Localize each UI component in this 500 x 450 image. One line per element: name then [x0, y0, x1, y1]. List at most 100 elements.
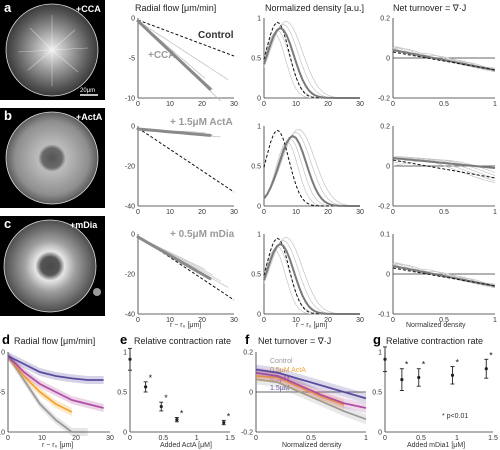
g-xtick-1: 0.5 [416, 435, 426, 442]
density-a-xtick-1: 10 [292, 101, 300, 108]
density-a-xtick-3: 30 [356, 101, 364, 108]
d-title: Radial flow [μm/min] [14, 336, 95, 346]
d-band-3 [8, 352, 104, 384]
density-a-xtick-2: 20 [324, 101, 332, 108]
turnover-a-control-line [392, 51, 496, 71]
radial-b-xtick-2: 20 [198, 209, 206, 216]
density-a-trace-1 [263, 30, 360, 99]
g-point-1 [400, 378, 404, 382]
turnover-b-xtick-2: 1 [493, 209, 497, 216]
radial-c-ytick-0: 0 [131, 232, 135, 239]
f-series-2 [255, 371, 367, 409]
density-c-ytick-1: 0.5 [251, 272, 261, 279]
col-title-radial: Radial flow [μm/min] [135, 3, 216, 13]
density-a-control-line [263, 21, 360, 99]
d-xlabel: r − r₀ [μm] [42, 442, 73, 449]
turnover-a-ytick-2: -0.2 [378, 96, 390, 103]
d-xtick-0: 0 [6, 435, 10, 442]
d-xtick-1: 10 [38, 435, 46, 442]
f-series-0 [255, 378, 367, 421]
f-legend-control: Control [270, 358, 293, 365]
e-ytick-2: 0 [123, 430, 127, 437]
density-c-trace-0 [263, 249, 360, 315]
f-xlabel: Normalized density [282, 442, 342, 449]
f-title: Net turnover = ∇·J [258, 336, 331, 346]
density-a-trace-0 [263, 33, 360, 99]
g-star-4: * [489, 350, 493, 360]
d-series-3 [7, 355, 104, 381]
radial-b-ytick-0: 0 [131, 124, 135, 131]
turnover-c-xtick-2: 1 [493, 317, 497, 324]
density-c-xtick-2: 20 [324, 317, 332, 324]
col-title-turnover: Net turnover = ∇·J [393, 3, 466, 13]
g-ytick-1: 0.5 [372, 390, 382, 397]
f-series-3 [255, 368, 367, 400]
g-point-3 [450, 373, 455, 377]
turnover-c-ytick-0: 0.1 [380, 232, 390, 239]
axis-label-density-c: r − r₀ [μm] [296, 322, 327, 329]
density-c-trace-1 [263, 246, 360, 315]
e-star-2: * [164, 393, 168, 403]
f-ytick-0: 0.2 [243, 350, 253, 357]
f-ytick-1: 0 [249, 390, 253, 397]
turnover-b-trace-4 [392, 156, 496, 184]
density-b-ytick-0: 1 [257, 124, 261, 131]
density-b-ytick-1: 0.5 [251, 164, 261, 171]
radial-a-xtick-1: 10 [166, 101, 174, 108]
d-xtick-2: 20 [72, 435, 80, 442]
panel-letter-a: a [4, 0, 12, 15]
f-band-0 [256, 374, 366, 425]
e-point-3 [175, 418, 179, 422]
f-series-1 [255, 375, 345, 406]
scale-bar-label: 20μm [80, 88, 95, 94]
e-star-1: * [149, 373, 153, 383]
density-c-ytick-0: 1 [257, 232, 261, 239]
radial-a-xtick-2: 20 [198, 101, 206, 108]
g-point-4 [484, 367, 488, 371]
radial-c-xtick-2: 20 [198, 317, 206, 324]
radial-b-xtick-3: 30 [230, 209, 238, 216]
radial-a-ytick-2: -10 [125, 96, 135, 103]
turnover-b-ytick-1: 0 [386, 164, 390, 171]
density-b-mean-line [263, 134, 360, 207]
e-ytick-0: 1 [123, 350, 127, 357]
axis-label-radial-c: r − r₀ [μm] [170, 322, 201, 329]
f-xtick-0: 0 [254, 435, 258, 442]
turnover-b-mean-line [392, 157, 496, 169]
micrograph-tag-b: +ActA [76, 112, 103, 122]
density-a-mean-line [263, 26, 360, 99]
radial-a-control-line [137, 19, 235, 57]
radial-a-ytick-0: 0 [131, 16, 135, 23]
panel-letter-d: d [2, 332, 10, 347]
g-point-2 [417, 375, 421, 380]
turnover-c-control-line [392, 267, 496, 287]
annotation-mdia: + 0.5μM mDia [170, 229, 235, 240]
turnover-a-ytick-0: 0.2 [380, 16, 390, 23]
micrograph-b [0, 108, 105, 208]
radial-a-xtick-0: 0 [136, 101, 140, 108]
density-c-xtick-1: 10 [292, 317, 300, 324]
turnover-c-ytick-2: -0.1 [378, 312, 390, 319]
g-xtick-2: 1 [455, 435, 459, 442]
radial-c-mean-line [136, 235, 212, 281]
micrograph-tag-c: +mDia [70, 220, 98, 230]
density-b-ytick-2: 0 [257, 204, 261, 211]
turnover-b-xtick-1: 0.5 [439, 209, 449, 216]
density-c-ytick-2: 0 [257, 312, 261, 319]
g-point-0 [383, 357, 387, 361]
density-c-mean-line [263, 242, 360, 315]
e-ytick-1: 0.5 [117, 390, 127, 397]
turnover-b-xtick-0: 0 [391, 209, 395, 216]
turnover-b-control-line [392, 159, 496, 179]
g-star-3: * [456, 358, 460, 368]
panel-letter-e: e [120, 332, 127, 347]
radial-c-xtick-0: 0 [136, 317, 140, 324]
radial-b-ytick-1: -20 [125, 164, 135, 171]
annotation-cca: +CCA [148, 50, 176, 61]
turnover-c-xtick-1: 0.5 [439, 317, 449, 324]
f-legend-mdia15: 1.5μM [270, 385, 290, 392]
g-xtick-3: 1.5 [488, 435, 498, 442]
e-xtick-3: 1.5 [225, 435, 235, 442]
f-xtick-2: 1 [364, 435, 368, 442]
